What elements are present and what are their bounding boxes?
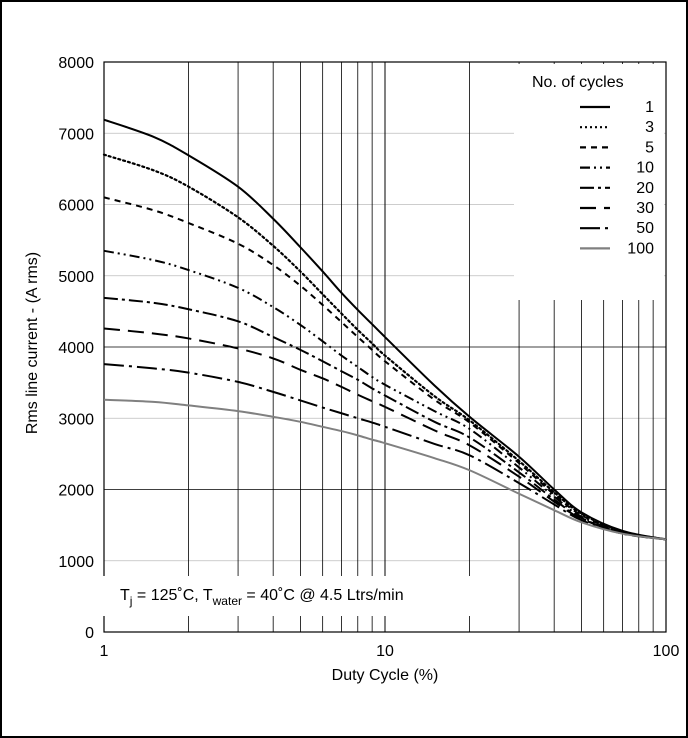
legend-label-50: 50 (636, 220, 654, 237)
series-lines (102, 118, 668, 541)
legend-background (514, 64, 664, 300)
y-tick-label: 4000 (58, 340, 94, 357)
series-line-30 (103, 327, 667, 541)
legend-label-100: 100 (627, 240, 654, 257)
series-line-20 (103, 296, 667, 541)
svg-text:Tj = 125˚C, Twater = 40˚C @ 4.: Tj = 125˚C, Twater = 40˚C @ 4.5 Ltrs/min (120, 587, 404, 608)
y-tick-label: 6000 (58, 198, 94, 215)
legend-label-20: 20 (636, 180, 654, 197)
annotation-tail: = 40˚C @ 4.5 Ltrs/min (242, 587, 404, 604)
y-tick-label: 7000 (58, 126, 94, 143)
series-line-100 (103, 398, 667, 541)
plot-area (103, 61, 667, 633)
legend: No. of cycles 1 3 5 10 20 30 50 100 (514, 64, 664, 300)
series-line-1 (103, 118, 667, 541)
legend-label-1: 1 (645, 99, 654, 116)
y-tick-label: 3000 (58, 411, 94, 428)
x-axis-title: Duty Cycle (%) (332, 667, 439, 684)
series-line-10 (103, 249, 667, 541)
legend-label-30: 30 (636, 200, 654, 217)
x-tick-label: 10 (376, 643, 394, 660)
y-tick-label: 5000 (58, 269, 94, 286)
legend-title: No. of cycles (532, 74, 624, 91)
annotation-j-sub: j (129, 594, 133, 608)
y-axis-title: Rms line current - (A rms) (24, 252, 41, 434)
series-line-50 (103, 363, 667, 541)
legend-label-10: 10 (636, 160, 654, 177)
series-line-3 (102, 153, 668, 541)
y-tick-label: 8000 (58, 55, 94, 72)
y-tick-label: 0 (85, 625, 94, 642)
annotation-water-sub: water (212, 594, 242, 608)
tick-labels: 0 1000 2000 3000 4000 5000 6000 7000 8000 1 10 100 (58, 55, 679, 660)
annotation-conditions: Tj = 125˚C, Twater = 40˚C @ 4.5 Ltrs/min (102, 576, 514, 616)
legend-label-5: 5 (645, 139, 654, 156)
y-tick-label: 1000 (58, 554, 94, 571)
legend-label-3: 3 (645, 119, 654, 136)
plot-border (103, 61, 667, 633)
y-tick-label: 2000 (58, 483, 94, 500)
annotation-t: T (120, 587, 130, 604)
x-tick-label: 100 (653, 643, 680, 660)
annotation-mid: = 125˚C, T (132, 587, 212, 604)
x-tick-label: 1 (100, 643, 109, 660)
